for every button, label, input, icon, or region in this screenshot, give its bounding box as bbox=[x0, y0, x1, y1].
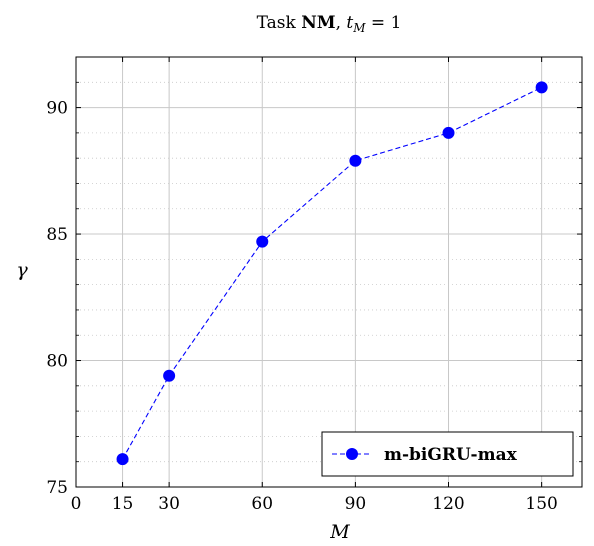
data-point bbox=[163, 369, 176, 382]
x-tick-label: 15 bbox=[112, 494, 134, 514]
title-variable: t bbox=[346, 13, 353, 33]
data-point bbox=[535, 81, 548, 94]
x-tick-label: 120 bbox=[432, 494, 464, 514]
data-point bbox=[256, 235, 269, 248]
tick-labels: 75 80 85 90 0 15 30 60 90 120 150 bbox=[46, 99, 558, 514]
title-separator: , bbox=[336, 13, 347, 33]
legend: m-biGRU-max bbox=[321, 431, 574, 477]
y-axis-label: γ bbox=[16, 259, 28, 281]
legend-label: m-biGRU-max bbox=[384, 445, 518, 465]
y-tick-label: 90 bbox=[46, 99, 68, 119]
tick-marks bbox=[75, 56, 582, 488]
y-tick-label: 75 bbox=[46, 478, 68, 498]
plot-frame bbox=[75, 56, 583, 488]
legend-marker bbox=[346, 448, 358, 460]
x-tick-label: 30 bbox=[158, 494, 180, 514]
x-tick-label: 90 bbox=[345, 494, 367, 514]
y-tick-label: 85 bbox=[46, 225, 68, 245]
data-point bbox=[442, 126, 455, 139]
x-axis-label: M bbox=[329, 521, 350, 543]
data-point bbox=[116, 453, 129, 466]
x-tick-label: 150 bbox=[525, 494, 557, 514]
title-subscript: M bbox=[352, 21, 366, 35]
x-tick-label: 0 bbox=[71, 494, 82, 514]
legend-box bbox=[321, 431, 574, 477]
minor-gridlines bbox=[76, 56, 582, 463]
y-tick-label: 80 bbox=[46, 352, 68, 372]
title-equation: = 1 bbox=[366, 13, 402, 33]
data-point bbox=[349, 154, 362, 167]
series-line bbox=[122, 86, 542, 460]
title-prefix: Task bbox=[257, 13, 302, 33]
major-gridlines bbox=[76, 57, 582, 487]
series-layer bbox=[116, 81, 548, 466]
chart-title: Task NM, tM = 1 bbox=[257, 13, 402, 35]
title-task: NM bbox=[301, 13, 336, 33]
x-tick-label: 60 bbox=[251, 494, 273, 514]
